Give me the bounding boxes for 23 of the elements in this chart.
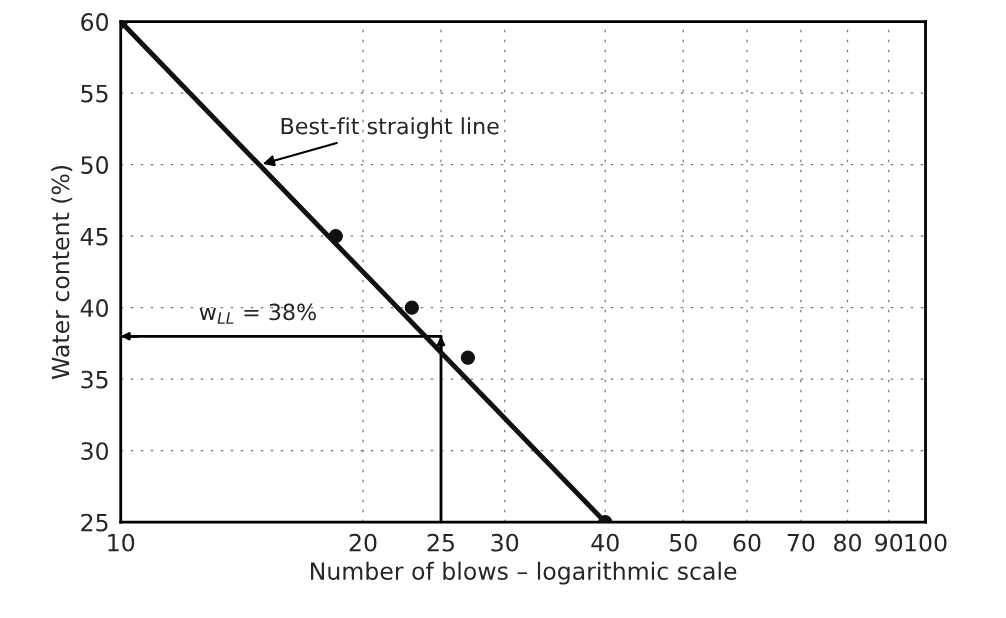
x-tick-label: 60	[733, 533, 761, 552]
x-tick-label: 100	[905, 533, 947, 552]
y-tick-label: 30	[81, 442, 109, 460]
x-tick-label: 25	[427, 533, 454, 552]
y-tick-label: 55	[81, 84, 108, 103]
x-axis-title: Number of blows – logarithmic scale	[311, 561, 737, 585]
x-tick-label: 30	[491, 533, 519, 552]
ref-line-label: w$_{LL}$ = 38%	[199, 303, 316, 324]
y-tick-label: 45	[80, 227, 108, 246]
y-tick-label: 40	[80, 299, 109, 317]
x-tick-label: 10	[108, 533, 135, 552]
y-tick-label: 25	[81, 513, 108, 532]
x-tick-label: 50	[670, 533, 697, 552]
x-tick-label: 90	[875, 533, 903, 552]
y-tick-label: 60	[81, 13, 109, 31]
y-axis-title: Water content (%)	[51, 165, 73, 380]
annotation: Best-fit straight line	[281, 117, 499, 139]
y-tick-label: 50	[81, 156, 109, 174]
y-tick-label: 35	[81, 370, 108, 389]
x-tick-label: 40	[591, 533, 619, 552]
x-tick-label: 70	[787, 533, 815, 552]
x-tick-label: 80	[834, 533, 861, 552]
x-tick-label: 20	[349, 533, 377, 552]
